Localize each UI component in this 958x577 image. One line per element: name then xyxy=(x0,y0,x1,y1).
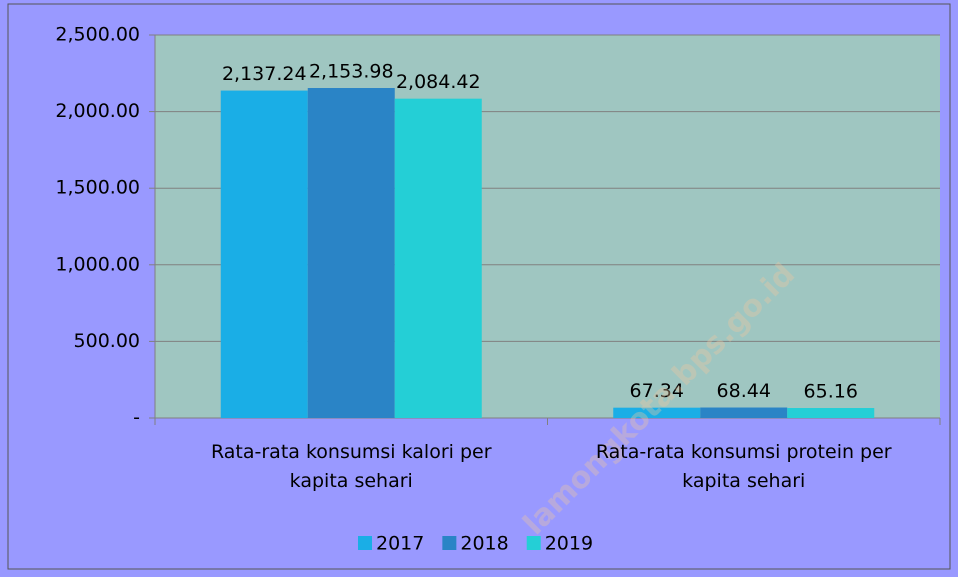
y-tick-label: 1,500.00 xyxy=(55,177,140,199)
bar xyxy=(394,98,482,418)
data-label: 2,084.42 xyxy=(396,71,481,93)
y-tick-label: 1,000.00 xyxy=(55,253,140,275)
x-tick-label: Rata-rata konsumsi protein per kapita se… xyxy=(595,441,892,492)
y-tick-label: 2,000.00 xyxy=(55,100,140,122)
data-label: 2,137.24 xyxy=(222,63,307,85)
bar xyxy=(307,88,395,419)
data-label: 65.16 xyxy=(804,381,858,403)
bar xyxy=(220,90,308,418)
data-label: 2,153.98 xyxy=(309,61,394,83)
y-tick-label: 2,500.00 xyxy=(55,24,140,46)
legend-label: 2018 xyxy=(460,533,508,555)
x-tick-label: Rata-rata konsumsi kalori per kapita seh… xyxy=(210,441,492,492)
bar xyxy=(700,407,788,418)
legend-label: 2019 xyxy=(545,533,593,555)
legend-swatch xyxy=(358,536,372,550)
y-tick-label: - xyxy=(133,407,140,429)
legend-label: 2017 xyxy=(376,533,424,555)
legend-swatch xyxy=(442,536,457,550)
data-label: 67.34 xyxy=(630,380,684,402)
y-tick-label: 500.00 xyxy=(74,330,140,352)
bar xyxy=(613,407,701,418)
legend-swatch xyxy=(526,536,541,550)
bar xyxy=(787,408,875,418)
data-label: 68.44 xyxy=(717,380,771,402)
